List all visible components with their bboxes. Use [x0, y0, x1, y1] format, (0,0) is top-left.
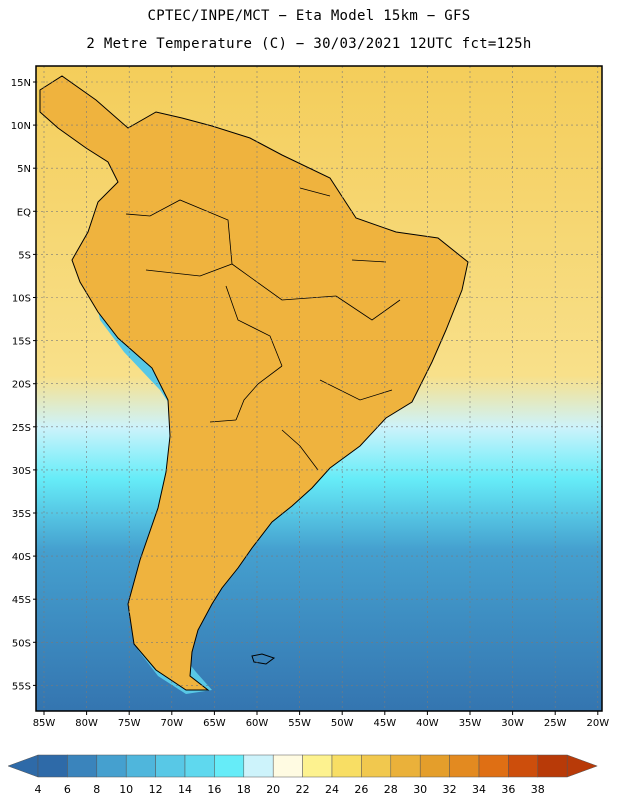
lon-label: 55W [288, 718, 311, 729]
lat-label: 10N [11, 121, 31, 132]
colorbar-label: 8 [93, 783, 100, 796]
lat-label: 20S [12, 380, 31, 391]
colorbar-segment [302, 754, 333, 778]
colorbar-label: 6 [64, 783, 71, 796]
lat-label: 30S [12, 466, 31, 477]
colorbar-label: 4 [35, 783, 42, 796]
colorbar-low-arrow [7, 754, 39, 778]
colorbar-segment [243, 754, 274, 778]
lat-label: 50S [12, 638, 31, 649]
lat-label: EQ [17, 207, 31, 218]
colorbar-segment [478, 754, 509, 778]
lat-label: 35S [12, 509, 31, 520]
colorbar-high-arrow [566, 754, 598, 778]
colorbar-segment [155, 754, 186, 778]
colorbar-segment [184, 754, 215, 778]
colorbar-label: 26 [354, 783, 368, 796]
lon-label: 60W [246, 718, 269, 729]
colorbar-segment [361, 754, 392, 778]
lon-label: 25W [544, 718, 567, 729]
colorbar: 4 6 8 10 12 14 16 18 20 22 24 26 28 30 32 34 36 38 [7, 754, 598, 796]
colorbar-segment [214, 754, 245, 778]
lat-label: 45S [12, 595, 31, 606]
lon-label: 75W [118, 718, 141, 729]
colorbar-label: 28 [384, 783, 398, 796]
lat-label: 25S [12, 423, 31, 434]
lat-label: 40S [12, 552, 31, 563]
lon-label: 70W [160, 718, 183, 729]
lon-label: 50W [331, 718, 354, 729]
lon-label: 80W [75, 718, 98, 729]
colorbar-label: 36 [501, 783, 515, 796]
colorbar-label: 34 [472, 783, 486, 796]
lon-label: 85W [33, 718, 56, 729]
colorbar-label: 14 [178, 783, 192, 796]
colorbar-label: 18 [237, 783, 251, 796]
country-borders [125, 187, 401, 471]
colorbar-segment [449, 754, 480, 778]
colorbar-label: 22 [296, 783, 310, 796]
lon-label: 45W [373, 718, 396, 729]
falkland-islands [251, 653, 276, 665]
chart-subtitle: 2 Metre Temperature (C) − 30/03/2021 12U… [86, 36, 532, 52]
lon-label: 35W [459, 718, 482, 729]
lon-label: 30W [501, 718, 524, 729]
colorbar-label: 10 [119, 783, 133, 796]
lat-label: 55S [12, 681, 31, 692]
longitude-labels: 85W 80W 75W 70W 65W 60W 55W 50W 45W 40W 35W 30W 25W 2… [33, 718, 610, 729]
colorbar-label: 38 [531, 783, 545, 796]
colorbar-label: 24 [325, 783, 339, 796]
latitude-labels: 15N 10N 5N EQ 5S 10S 15S 20S 25S 30S 35S 40S 45S 50S 5… [11, 78, 31, 692]
colorbar-segment [508, 754, 539, 778]
colorbar-segment [67, 754, 98, 778]
lon-label: 40W [416, 718, 439, 729]
lat-label: 15N [11, 78, 31, 89]
lon-label: 65W [203, 718, 226, 729]
lon-label: 20W [586, 718, 609, 729]
chart-title: CPTEC/INPE/MCT − Eta Model 15km − GFS [147, 8, 471, 24]
colorbar-segment [537, 754, 568, 778]
lat-label: 5N [17, 164, 31, 175]
colorbar-segment [390, 754, 421, 778]
colorbar-label: 32 [443, 783, 457, 796]
colorbar-label: 30 [413, 783, 427, 796]
colorbar-label: 12 [149, 783, 163, 796]
lat-label: 10S [12, 294, 31, 305]
colorbar-label: 20 [266, 783, 280, 796]
colorbar-label: 16 [207, 783, 221, 796]
colorbar-segment [96, 754, 127, 778]
colorbar-segment [419, 754, 450, 778]
colorbar-segment [37, 754, 68, 778]
lat-label: 5S [18, 250, 31, 261]
colorbar-segment [331, 754, 362, 778]
lat-label: 15S [12, 337, 31, 348]
colorbar-segment [272, 754, 303, 778]
axis-ticks [33, 81, 599, 715]
graticule [36, 66, 602, 711]
map-frame [35, 65, 603, 712]
colorbar-segment [125, 754, 156, 778]
